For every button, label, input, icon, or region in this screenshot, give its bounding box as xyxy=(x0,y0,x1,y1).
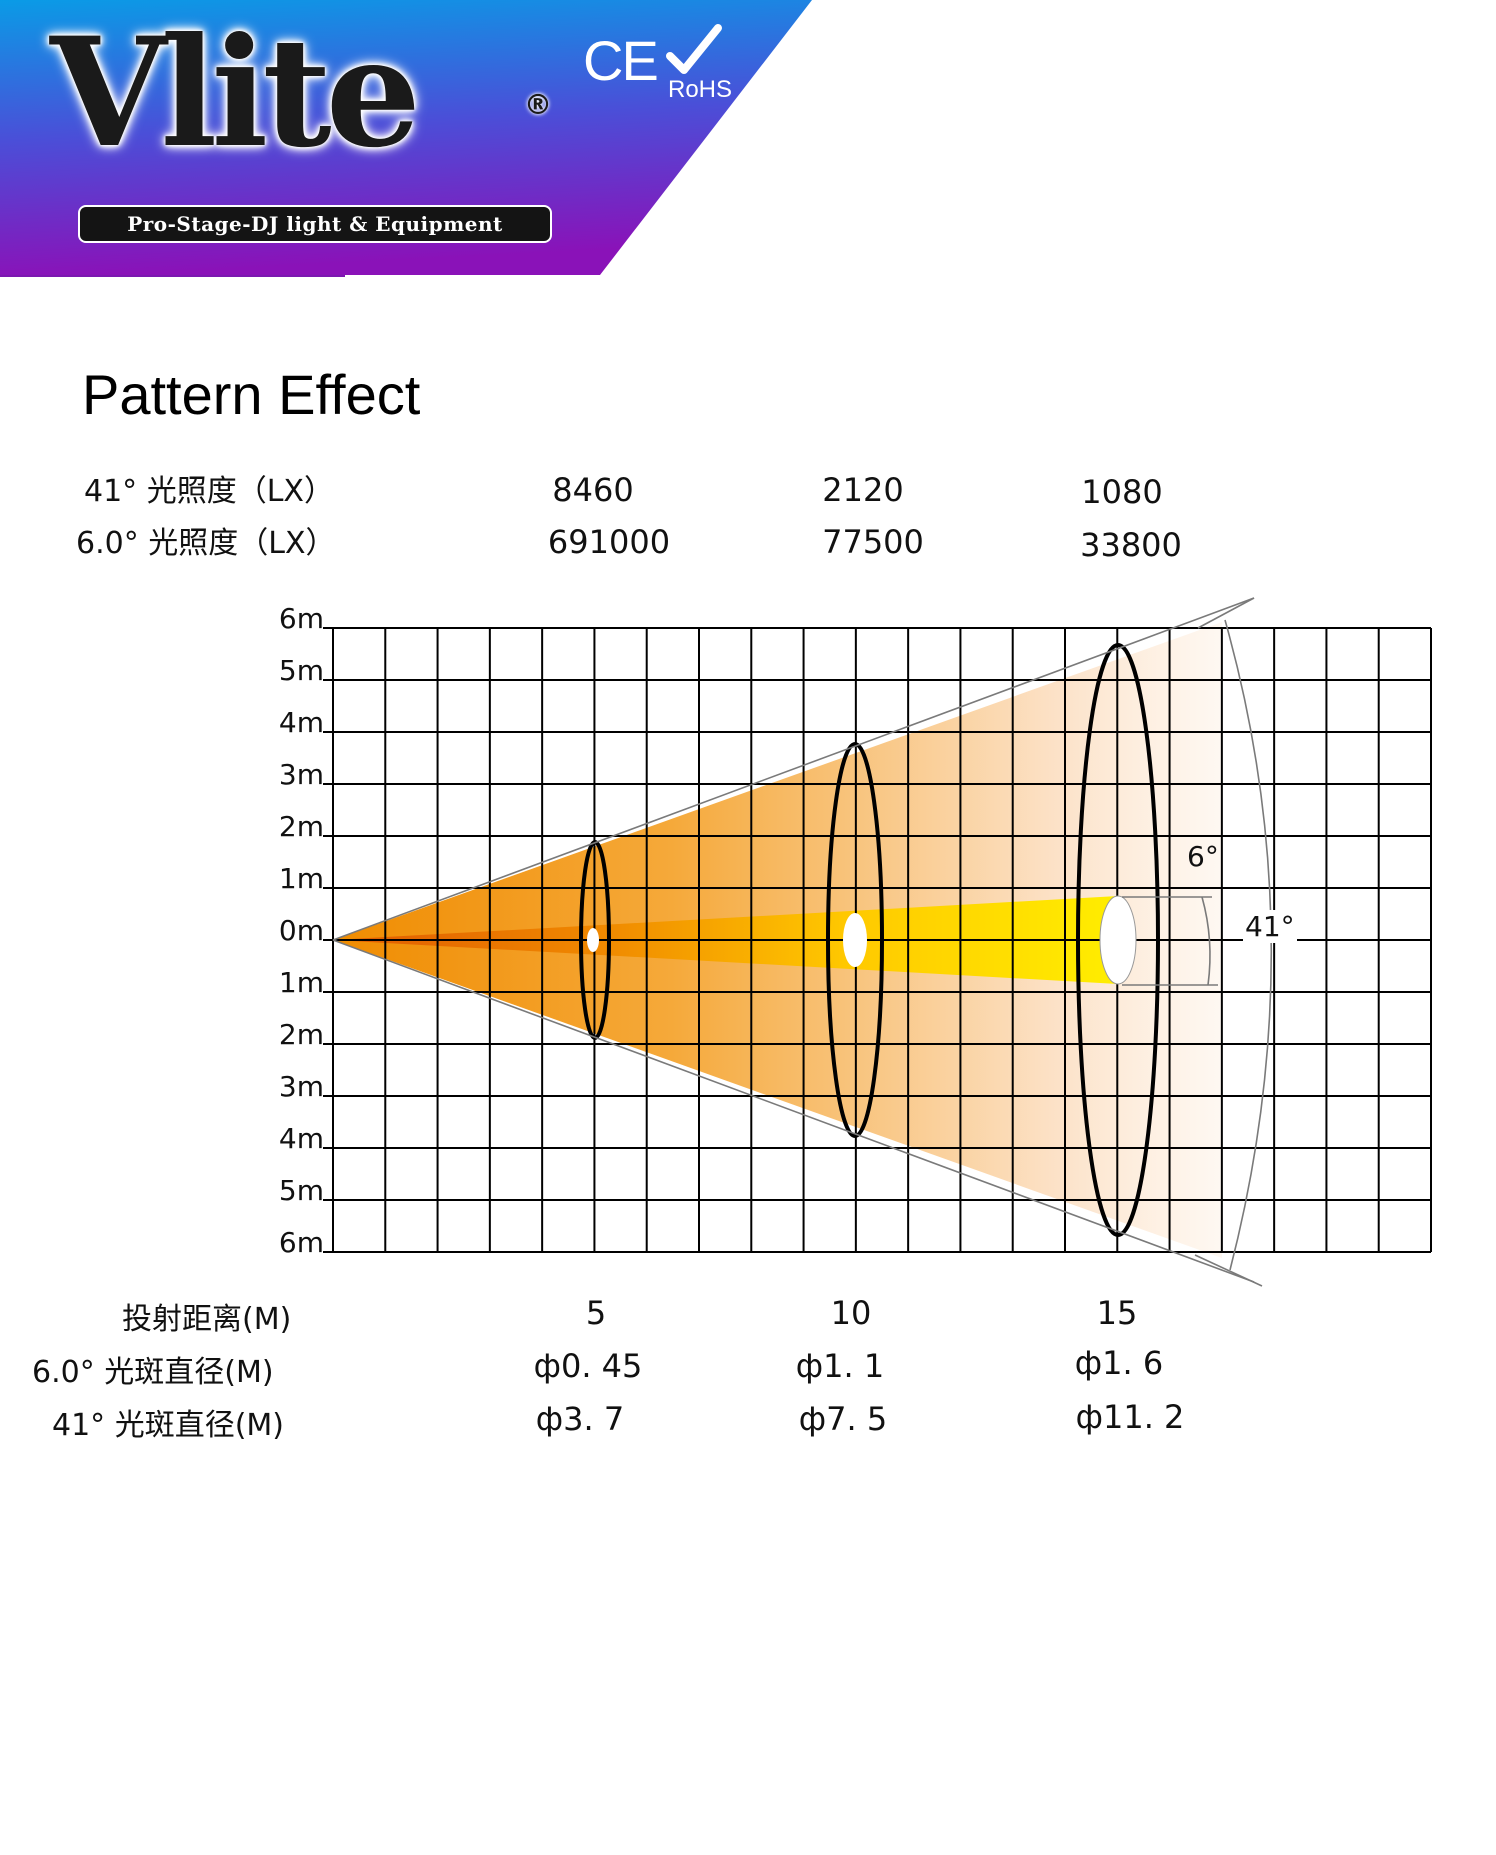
illuminance-6-10m: 77500 xyxy=(822,523,924,561)
y-label: 6m xyxy=(278,602,324,635)
illuminance-label-6: 6.0° 光照度（LX） xyxy=(76,526,336,561)
brand-tagline: Pro-Stage-DJ light & Equipment xyxy=(78,205,552,243)
illuminance-6-5m: 691000 xyxy=(547,523,671,561)
illuminance-label-41: 41° 光照度（LX） xyxy=(84,474,334,509)
narrow-spot-10m xyxy=(843,913,867,967)
y-label: 6m xyxy=(278,1226,324,1259)
spot-41-10m: ф7. 5 xyxy=(798,1400,888,1438)
y-label: 2m xyxy=(278,810,324,843)
spot-41-15m: ф11. 2 xyxy=(1075,1398,1185,1436)
illuminance-41-15m: 1080 xyxy=(1081,473,1163,511)
y-label: 5m xyxy=(278,654,324,687)
illuminance-41-10m: 2120 xyxy=(822,471,904,509)
distance-10: 10 xyxy=(830,1294,872,1332)
distance-15: 15 xyxy=(1096,1294,1138,1332)
wide-edge-bottom xyxy=(332,939,1255,1283)
spot-6-5m: ф0. 45 xyxy=(533,1347,643,1385)
y-label: 1m xyxy=(278,862,324,895)
spot-6-15m: ф1. 6 xyxy=(1074,1344,1164,1382)
spot-41-5m: ф3. 7 xyxy=(535,1400,625,1438)
y-label: 3m xyxy=(278,1070,324,1103)
y-label: 1m xyxy=(278,966,324,999)
wide-angle-label: 41° xyxy=(1243,910,1297,943)
ce-mark: CE xyxy=(583,29,659,92)
spot-diameter-41-label: 41° 光斑直径(M) xyxy=(52,1408,285,1443)
illuminance-6-15m: 33800 xyxy=(1080,526,1182,564)
registered-mark: ® xyxy=(524,88,552,121)
spot-diameter-6-label: 6.0° 光斑直径(M) xyxy=(32,1355,274,1390)
y-label: 5m xyxy=(278,1174,324,1207)
narrow-spot-15m xyxy=(1099,895,1137,985)
check-icon xyxy=(666,24,722,74)
narrow-spot-5m xyxy=(587,928,599,952)
y-label: 4m xyxy=(278,706,324,739)
spot-6-10m: ф1. 1 xyxy=(795,1347,885,1385)
illuminance-41-5m: 8460 xyxy=(552,471,634,509)
throw-distance-label: 投射距离(M) xyxy=(122,1302,292,1337)
wide-edge-top xyxy=(332,597,1255,941)
grid xyxy=(323,627,1432,1253)
wide-spot-15m xyxy=(1076,643,1160,1237)
page-title: Pattern Effect xyxy=(82,363,421,426)
wide-angle-arc xyxy=(1224,619,1273,1271)
narrow-angle-arc xyxy=(1201,896,1211,986)
y-label: 3m xyxy=(278,758,324,791)
brand-logo: Vlite xyxy=(50,5,421,181)
rohs-label: RoHS xyxy=(668,76,733,103)
distance-5: 5 xyxy=(585,1294,607,1332)
y-label: 0m xyxy=(278,914,324,947)
narrow-angle-label: 6° xyxy=(1187,840,1219,873)
y-label: 2m xyxy=(278,1018,324,1051)
wide-spot-10m xyxy=(826,742,884,1138)
y-label: 4m xyxy=(278,1122,324,1155)
